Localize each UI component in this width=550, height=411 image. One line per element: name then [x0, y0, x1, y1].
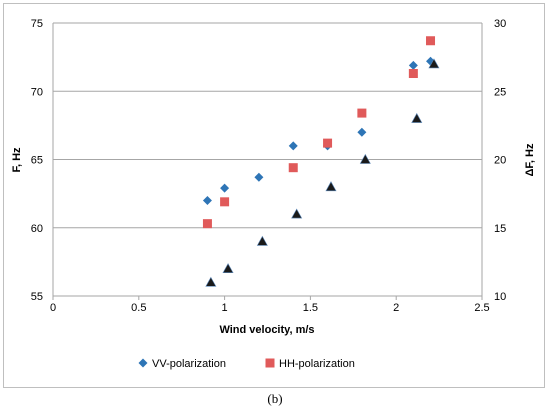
series-2-point-5	[359, 153, 371, 164]
y-tick-label-3: 70	[31, 86, 43, 98]
y-axis-label: F, Hz	[11, 147, 23, 173]
y2-tick-label-3: 25	[494, 86, 506, 98]
legend-marker-0	[138, 358, 148, 368]
series-0-point-2	[254, 172, 264, 182]
y2-tick-labels: 10 15 20 25 30	[494, 18, 506, 303]
series-1-point-1	[220, 197, 230, 207]
x-tick-label-0: 0	[50, 302, 56, 314]
series-0-point-0	[202, 195, 212, 205]
y-tick-label-0: 55	[31, 291, 43, 303]
legend-marker-1	[265, 358, 275, 368]
series-2-point-3	[291, 208, 303, 219]
y-tick-labels: 55 60 65 70 75	[31, 18, 43, 303]
series-1-point-6	[426, 36, 436, 46]
series-2-point-0	[205, 276, 217, 287]
legend-label-0: VV-polarization	[152, 358, 226, 370]
y2-tick-label-0: 10	[494, 291, 506, 303]
y2-tick-label-4: 30	[494, 18, 506, 30]
series-0-point-3	[288, 141, 298, 151]
y2-axis-label: ΔF, Hz	[524, 143, 536, 176]
series-1-point-3	[323, 138, 333, 148]
series-1-point-5	[408, 69, 418, 79]
x-tick-label-3: 1.5	[303, 302, 318, 314]
legend-label-1: HH-polarization	[279, 358, 355, 370]
x-axis-label: Wind velocity, m/s	[219, 324, 314, 336]
series-0-point-1	[220, 183, 230, 193]
figure-caption: (b)	[267, 391, 283, 406]
y2-tick-label-2: 20	[494, 155, 506, 167]
series-2-point-1	[222, 263, 234, 274]
y2-tick-label-1: 15	[494, 223, 506, 235]
x-tick-label-4: 2	[393, 302, 399, 314]
data-points	[202, 36, 440, 287]
series-2-point-2	[256, 235, 268, 246]
y-tick-label-1: 60	[31, 223, 43, 235]
series-1-point-0	[202, 219, 212, 229]
x-tick-label-1: 0.5	[131, 302, 146, 314]
x-tick-label-5: 2.5	[474, 302, 489, 314]
y-tick-label-4: 75	[31, 18, 43, 30]
grid-lines	[53, 22, 482, 297]
legend: VV-polarization HH-polarization	[138, 358, 355, 370]
series-1-point-2	[288, 163, 298, 173]
series-2-point-7	[428, 58, 440, 69]
series-0-point-6	[408, 60, 418, 70]
x-tick-label-2: 1	[222, 302, 228, 314]
y-tick-label-2: 65	[31, 155, 43, 167]
x-tick-labels: 0 0.5 1 1.5 2 2.5	[50, 302, 490, 314]
axes	[52, 23, 483, 300]
chart-frame	[3, 3, 545, 388]
series-2-point-4	[325, 181, 337, 192]
series-1-point-4	[357, 108, 367, 118]
series-0-point-5	[357, 127, 367, 137]
series-2-point-6	[411, 112, 423, 123]
